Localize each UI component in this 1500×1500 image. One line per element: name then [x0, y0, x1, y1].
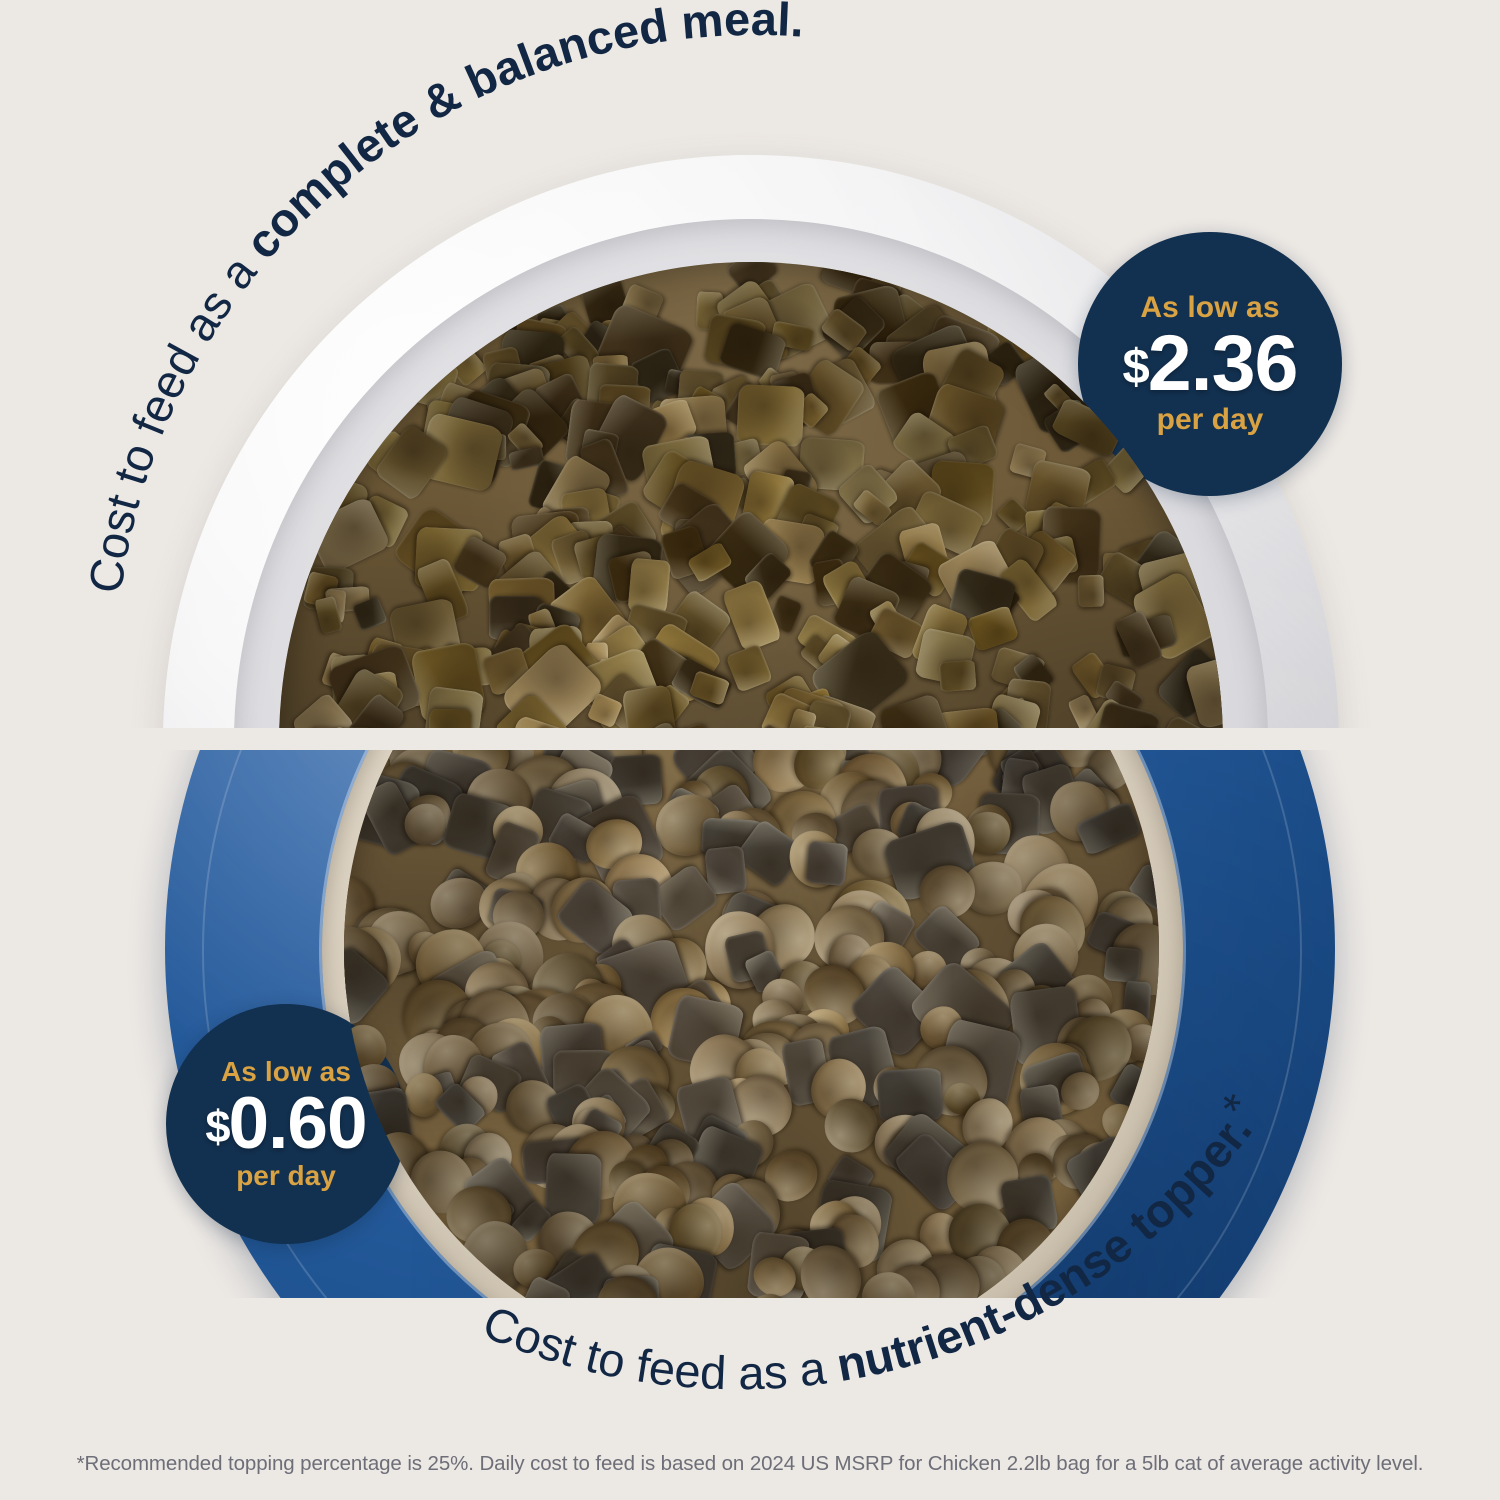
badge-kicker-top: As low as — [1140, 291, 1280, 325]
badge-suffix-bottom: per day — [236, 1160, 336, 1192]
food-piece — [307, 727, 381, 728]
currency-symbol-bottom: $ — [205, 1101, 230, 1153]
currency-symbol-top: $ — [1122, 340, 1150, 395]
badge-kicker-bottom: As low as — [220, 1055, 352, 1087]
food-piece — [736, 383, 805, 447]
food-piece — [938, 659, 977, 692]
footnote-disclaimer: *Recommended topping percentage is 25%. … — [76, 1452, 1424, 1475]
food-piece — [1077, 574, 1106, 608]
food-piece — [805, 840, 849, 887]
bottom-headline-regular: Cost to feed as a — [476, 1295, 842, 1400]
badge-price-top: $2.36 — [1122, 323, 1299, 402]
badge-amount-bottom: 0.60 — [228, 1082, 368, 1164]
badge-price-bottom: $0.60 — [205, 1087, 367, 1160]
food-piece — [1103, 946, 1142, 984]
food-piece — [428, 708, 473, 728]
badge-suffix-top: per day — [1156, 402, 1264, 436]
badge-amount-top: 2.36 — [1147, 318, 1299, 408]
